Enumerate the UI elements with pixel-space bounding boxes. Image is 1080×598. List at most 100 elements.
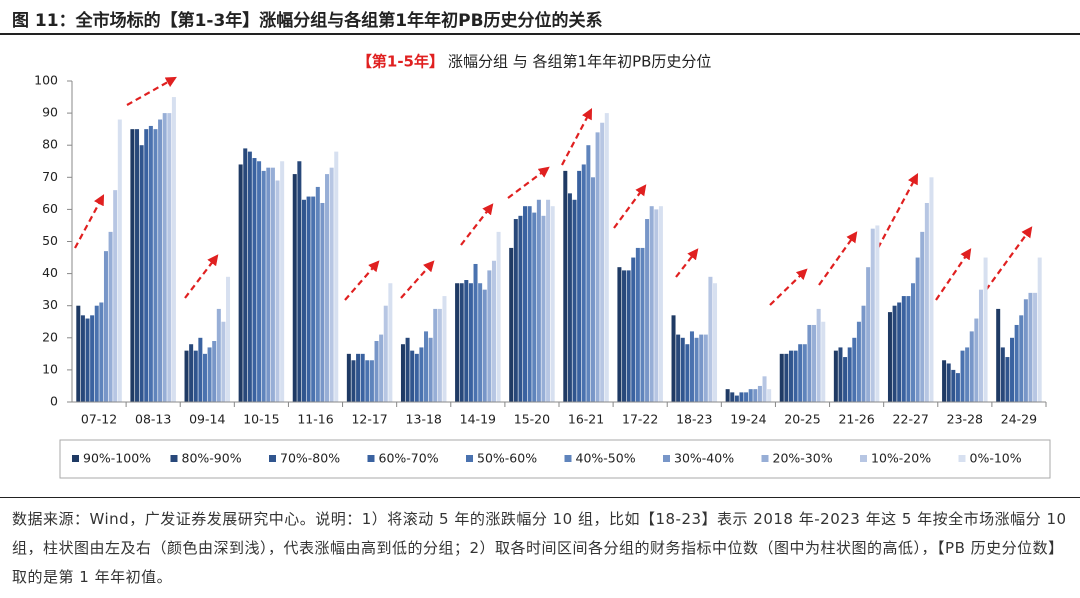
legend-swatch [761, 455, 769, 462]
bar [297, 161, 302, 402]
bar [847, 347, 852, 402]
bar [572, 199, 577, 402]
bar [482, 289, 487, 402]
bar [631, 257, 636, 402]
bar [464, 280, 469, 402]
bar [744, 392, 749, 402]
legend-label: 60%-70% [379, 451, 439, 466]
bar [807, 324, 812, 402]
bar [983, 257, 988, 402]
bar [703, 334, 708, 402]
bar [906, 296, 911, 402]
bar [518, 215, 523, 402]
bar [374, 341, 379, 402]
arrow [613, 184, 647, 229]
footnote: 数据来源：Wind，广发证券发展研究中心。说明：1）将滚动 5 年的涨跌幅分 1… [12, 510, 1067, 586]
bar [654, 209, 659, 402]
legend-swatch [958, 455, 966, 462]
bar [99, 302, 104, 402]
bar [550, 206, 555, 402]
bar [911, 283, 916, 402]
bar [527, 206, 532, 402]
bar [861, 305, 866, 402]
bar [315, 186, 320, 402]
bar [617, 267, 622, 402]
bar [671, 315, 676, 402]
bar [1019, 315, 1024, 402]
annotation-arrows [74, 76, 1033, 306]
bar [798, 344, 803, 402]
bar [1000, 347, 1005, 402]
legend-swatch [663, 455, 670, 462]
bar [955, 373, 960, 402]
bar [626, 270, 631, 402]
arrow [184, 254, 219, 299]
bar [478, 283, 483, 402]
bar [243, 148, 248, 402]
bar [433, 308, 438, 402]
bar [292, 174, 297, 402]
y-tick-label: 20 [42, 329, 58, 344]
bar [541, 215, 546, 402]
bar [388, 283, 393, 402]
chart-title: 涨幅分组 与 各组第1年年初PB历史分位 [448, 53, 711, 71]
y-tick-label: 0 [50, 394, 58, 409]
bar [139, 145, 144, 402]
x-tick-label: 09-14 [189, 412, 225, 427]
bar [699, 334, 704, 402]
bar [946, 363, 951, 402]
bar [221, 321, 226, 402]
bar [833, 350, 838, 402]
bar [261, 170, 266, 402]
x-tick-label: 08-13 [135, 412, 171, 427]
legend-swatch [564, 455, 572, 462]
bar [708, 276, 713, 402]
legend-box [59, 439, 1051, 479]
legend-swatch [269, 455, 276, 462]
bar [301, 199, 306, 402]
bar [198, 337, 203, 402]
bar [856, 321, 861, 402]
bar [280, 161, 285, 402]
bar [252, 158, 257, 402]
bar [812, 324, 817, 402]
bar [748, 389, 753, 402]
bar [351, 360, 356, 402]
legend-swatch [170, 455, 178, 462]
arrow [818, 231, 858, 286]
bar [875, 225, 880, 402]
legend-label: 0%-10% [970, 451, 1022, 466]
x-tick-label: 16-21 [568, 412, 604, 427]
bar [920, 231, 925, 402]
bar [802, 344, 807, 402]
legend-label: 80%-90% [182, 451, 242, 466]
bar [270, 167, 275, 402]
bar [365, 360, 370, 402]
bar [379, 334, 384, 402]
bar [473, 263, 478, 402]
bar [838, 347, 843, 402]
arrow [935, 248, 972, 301]
y-tick-label: 30 [42, 297, 58, 312]
bar [455, 283, 460, 402]
legend-label: 30%-40% [674, 451, 734, 466]
bar [334, 151, 339, 402]
chart: 【第1-5年】 涨幅分组 与 各组第1年年初PB历史分位 0 10 20 30 40 50… [34, 53, 1051, 479]
bar [581, 164, 586, 402]
bar [405, 337, 410, 402]
bar [275, 180, 280, 402]
bar [577, 170, 582, 402]
divider [0, 33, 1080, 35]
bar [369, 360, 374, 402]
bar [604, 113, 609, 402]
arrow [400, 260, 435, 299]
bar [162, 113, 167, 402]
bar [400, 344, 405, 402]
arrow [985, 226, 1033, 291]
x-tick-label: 22-27 [893, 412, 929, 427]
legend-label: 40%-50% [576, 451, 636, 466]
bar [546, 199, 551, 402]
bar [1033, 292, 1038, 402]
legend-label: 20%-30% [773, 451, 833, 466]
